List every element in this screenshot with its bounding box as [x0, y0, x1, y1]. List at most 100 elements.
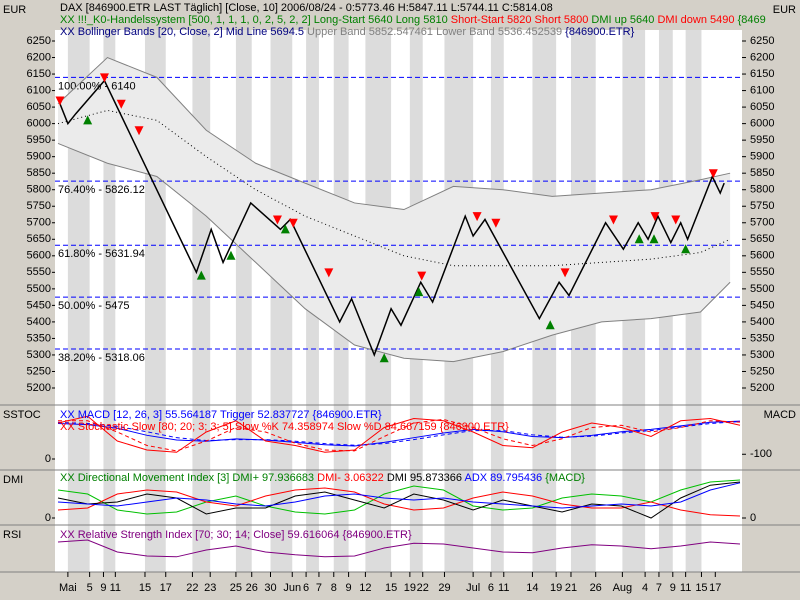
- legend-line: DAX [846900.ETR LAST Täglich] [Close, 10…: [60, 2, 553, 14]
- y2-axis-label: MACD: [764, 409, 796, 421]
- x-tick-label: Aug: [613, 582, 633, 594]
- legend-text: DAX [846900.ETR LAST Täglich] [Close, 10…: [60, 2, 553, 14]
- x-tick-label: 7: [316, 582, 322, 594]
- y-tick-label: 5300: [27, 349, 51, 361]
- series-line: [57, 421, 741, 446]
- series-line: [57, 415, 741, 453]
- series-line: [57, 482, 741, 509]
- x-tick-label: 11: [110, 582, 121, 594]
- x-tick-label: 17: [709, 582, 721, 594]
- y2-tick-label: 6100: [750, 84, 774, 96]
- y-tick-label: 5750: [27, 200, 51, 212]
- y-axis-label: EUR: [3, 4, 26, 16]
- y-tick-label: 5850: [27, 167, 51, 179]
- y-tick-label: 5200: [27, 382, 51, 394]
- y2-tick-label: 5200: [750, 382, 774, 394]
- sell-signal: [55, 96, 65, 106]
- series-line: [57, 539, 741, 558]
- y-tick-label: 6050: [27, 101, 51, 113]
- sell-signal: [324, 268, 334, 278]
- series-line: [59, 79, 725, 358]
- series-line: [57, 109, 731, 267]
- x-tick-label: 26: [590, 582, 602, 594]
- buy-signal: [83, 115, 93, 125]
- date-stripe: [235, 30, 252, 572]
- x-tick-label: 8: [331, 582, 337, 594]
- y-tick-label: 6250: [27, 35, 51, 47]
- series-line: [57, 481, 741, 519]
- y2-tick-label: 5500: [750, 283, 774, 295]
- y2-tick-label: 5300: [750, 349, 774, 361]
- y2-tick-label: 5600: [750, 250, 774, 262]
- legend-text: DMI down 5490: [654, 14, 734, 26]
- sell-signal: [99, 73, 109, 83]
- fib-label: 61.80% - 5631.94: [58, 248, 145, 260]
- x-tick-label: 9: [100, 582, 106, 594]
- x-tick-label: 12: [359, 582, 371, 594]
- x-tick-label: 29: [438, 582, 450, 594]
- y2-tick-label: 5950: [750, 134, 774, 146]
- legend-text: ADX 89.795436: [462, 472, 542, 484]
- y2-tick-label: 6250: [750, 35, 774, 47]
- x-tick-label: 22: [186, 582, 198, 594]
- buy-signal: [681, 244, 691, 254]
- y2-tick-label: 5550: [750, 266, 774, 278]
- x-tick-label: 21: [565, 582, 577, 594]
- legend-line: XX Stochastic Slow [80; 20; 3; 3; 5] Slo…: [60, 421, 509, 433]
- y2-tick-label: 5400: [750, 316, 774, 328]
- sell-signal: [272, 215, 282, 225]
- buy-signal: [545, 320, 555, 330]
- y-tick-label: 5650: [27, 233, 51, 245]
- legend-line: XX Directional Movement Index [3] DMI+ 9…: [60, 472, 585, 484]
- y2-tick-label: 5700: [750, 217, 774, 229]
- y2-tick-label: 0: [750, 512, 756, 524]
- legend-text: {846900.ETR}: [562, 26, 634, 38]
- sell-signal: [288, 218, 298, 228]
- fib-label: 38.20% - 5318.06: [58, 352, 145, 364]
- y2-tick-label: 5350: [750, 332, 774, 344]
- legend-text: XX Bollinger Bands [20, Close, 2] Mid Li…: [60, 26, 304, 38]
- x-tick-label: 11: [498, 582, 509, 594]
- y2-tick-label: 5900: [750, 151, 774, 163]
- sell-signal: [671, 215, 681, 225]
- legend-text: XX Relative Strength Index [70; 30; 14; …: [60, 529, 412, 541]
- buy-signal: [280, 224, 290, 234]
- x-tick-label: Mai: [59, 582, 77, 594]
- buy-signal: [379, 353, 389, 363]
- x-tick-label: 9: [346, 582, 352, 594]
- x-tick-label: 23: [204, 582, 216, 594]
- x-tick-label: 26: [246, 582, 258, 594]
- y2-tick-label: 6150: [750, 68, 774, 80]
- y2-tick-label: 6200: [750, 51, 774, 63]
- date-stripe: [67, 30, 90, 572]
- buy-signal: [226, 250, 236, 260]
- y-axis-label: RSI: [3, 529, 21, 541]
- x-tick-label: 15: [385, 582, 397, 594]
- x-tick-label: 4: [642, 582, 648, 594]
- legend-line: XX !!!_K0-Handelssystem [500, 1, 1, 1, 0…: [60, 14, 766, 26]
- y2-tick-label: 6000: [750, 118, 774, 130]
- y-tick-label: 5400: [27, 316, 51, 328]
- y2-axis-label: EUR: [773, 4, 796, 16]
- sell-signal: [708, 169, 718, 179]
- buy-signal: [196, 270, 206, 280]
- y-tick-label: 0: [45, 512, 51, 524]
- y-tick-label: 5350: [27, 332, 51, 344]
- fib-label: 50.00% - 5475: [58, 300, 130, 312]
- y2-tick-label: 5650: [750, 233, 774, 245]
- y-tick-label: 5700: [27, 217, 51, 229]
- sell-signal: [650, 212, 660, 222]
- legend-text: DMI 95.873366: [384, 472, 462, 484]
- series-line: [57, 420, 741, 447]
- x-tick-label: 7: [656, 582, 662, 594]
- x-tick-label: 22: [417, 582, 429, 594]
- x-tick-label: 19: [404, 582, 416, 594]
- y-tick-label: 5800: [27, 184, 51, 196]
- y-tick-label: 5900: [27, 151, 51, 163]
- y-tick-label: 5450: [27, 299, 51, 311]
- series-line: [57, 487, 741, 517]
- series-line: [57, 56, 731, 211]
- y2-tick-label: -100: [750, 448, 772, 460]
- legend-text: Upper Band 5852.547461 Lower Band 5536.4…: [304, 26, 562, 38]
- x-tick-label: 5: [87, 582, 93, 594]
